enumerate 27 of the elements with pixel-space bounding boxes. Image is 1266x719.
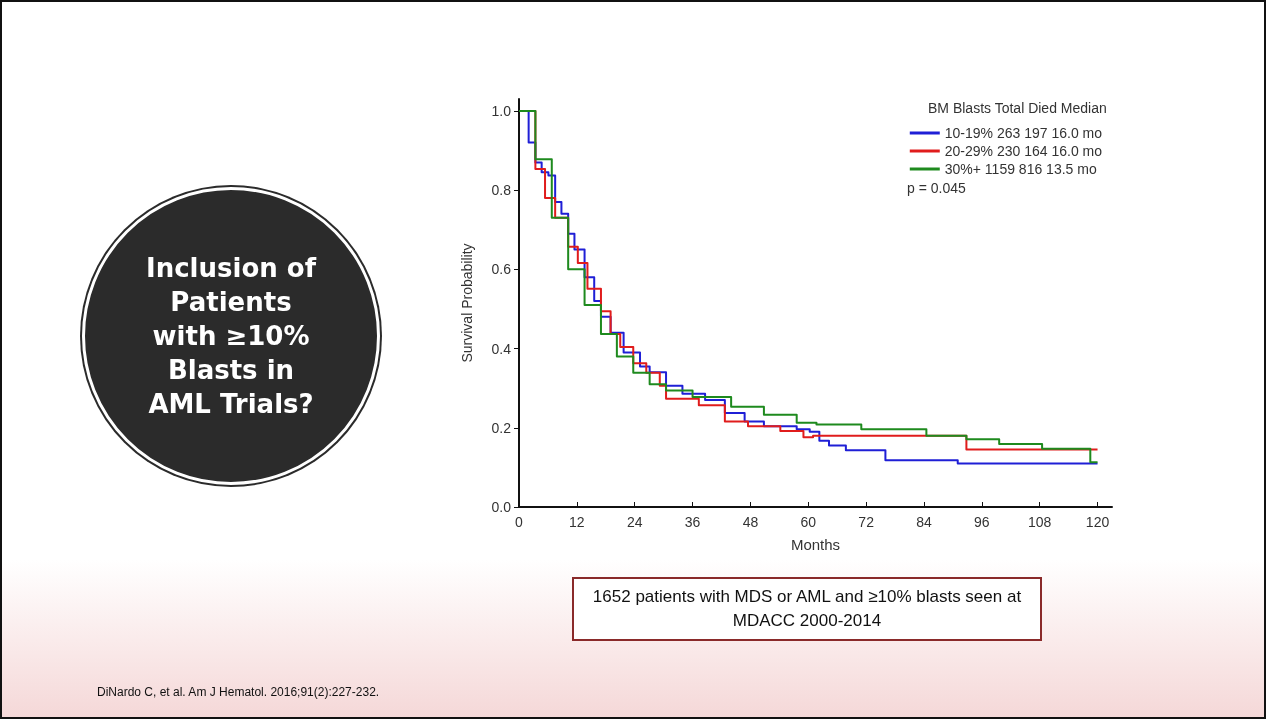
text: DiNardo C, et al. Am J Hematol. 2016;91(2):227-232.: [97, 685, 380, 699]
y-axis-title: Survival Probability: [459, 243, 475, 363]
legend-label: 10-19% 263 197 16.0 mo: [944, 125, 1103, 141]
y-tick-label: 0.2: [491, 419, 512, 436]
y-tick-label: 0.0: [491, 499, 512, 515]
x-tick-label: 84: [916, 514, 932, 530]
x-tick-label: 24: [626, 514, 643, 530]
x-tick-label: 72: [858, 514, 875, 530]
legend-label: 20-29% 230 164 16.0 mo: [944, 143, 1103, 159]
x-tick-label: 120: [1085, 514, 1110, 530]
y-tick-label: 0.4: [491, 340, 512, 357]
x-tick-label: 108: [1028, 514, 1052, 530]
annotation: p = 0.045: [907, 180, 966, 196]
y-tick-label: 0.8: [491, 182, 512, 199]
circle-badge: Inclusion of Patients with ≥10% Blasts in AML Trials?: [82, 187, 380, 485]
y-tick-label: 1.0: [491, 102, 512, 119]
x-tick-label: 0: [515, 514, 524, 530]
x-axis-title: Months: [790, 536, 841, 553]
x-tick-label: 36: [684, 514, 701, 530]
x-tick-label: 12: [569, 514, 585, 530]
legend-label: 30%+ 1159 816 13.5 mo: [944, 161, 1097, 177]
x-tick-label: 96: [974, 514, 990, 530]
text: 1652 patients with MDS or AML and ≥10% blasts seen at MDACC 2000-2014: [572, 577, 1042, 641]
x-tick-label: 48: [742, 514, 759, 530]
legend-title: BM Blasts Total Died Median: [928, 100, 1107, 116]
x-tick-label: 60: [800, 514, 817, 530]
y-tick-label: 0.6: [491, 261, 512, 278]
